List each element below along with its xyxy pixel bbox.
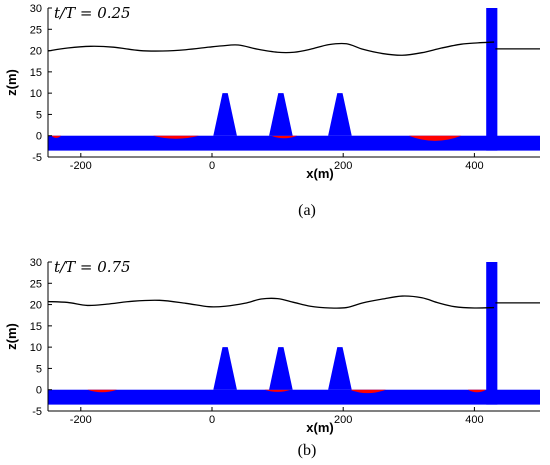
x-tick-label: 0 xyxy=(209,160,215,172)
y-tick-label: 15 xyxy=(30,321,42,333)
y-tick-label: 25 xyxy=(30,24,42,36)
breakwater-1 xyxy=(213,93,237,136)
chart-panel-1: -5 0 5 10 15 20 25 30 -200 0 200 400 x(m) z(m) t/T = 0… xyxy=(4,3,540,219)
y-tick-label: 30 xyxy=(30,3,42,15)
x-tick-label: 200 xyxy=(334,414,352,426)
seabed-block xyxy=(48,389,540,405)
seabed-deformation-4 xyxy=(467,389,487,393)
y-tick-label: -5 xyxy=(32,406,42,418)
x-axis-label: x(m) xyxy=(306,166,333,181)
x-tick-label: -200 xyxy=(70,414,92,426)
seabed-deformation-3 xyxy=(349,389,386,394)
wall xyxy=(486,262,498,405)
x-axis-label: x(m) xyxy=(306,420,333,435)
x-tick-label: -200 xyxy=(70,160,92,172)
y-tick-label: 0 xyxy=(36,131,42,143)
y-tick-label: -5 xyxy=(32,152,42,164)
y-tick-label: 20 xyxy=(30,300,42,312)
y-tick-label: 30 xyxy=(30,257,42,269)
breakwater-1 xyxy=(213,347,237,390)
breakwater-2 xyxy=(269,347,293,390)
y-tick-label: 5 xyxy=(36,109,42,121)
wall xyxy=(486,8,498,151)
panel-caption: (b) xyxy=(298,442,317,459)
y-tick-label: 20 xyxy=(30,46,42,58)
y-tick-label: 10 xyxy=(30,88,42,100)
y-axis-label: z(m) xyxy=(4,69,19,96)
seabed-deformation-2 xyxy=(264,389,291,392)
seabed-deformation-2 xyxy=(152,135,199,139)
free-surface-line xyxy=(47,41,495,56)
seabed-deformation-1 xyxy=(87,389,117,393)
breakwater-3 xyxy=(328,93,352,136)
y-tick-label: 0 xyxy=(36,385,42,397)
x-tick-label: 400 xyxy=(465,414,483,426)
y-tick-label: 10 xyxy=(30,342,42,354)
seabed-block xyxy=(48,135,540,151)
time-annotation: t/T = 0.75 xyxy=(54,258,131,276)
seabed-deformation-3 xyxy=(271,135,298,139)
y-axis-label: z(m) xyxy=(4,323,19,350)
y-tick-label: 25 xyxy=(30,278,42,290)
seabed-deformation-4 xyxy=(408,135,462,141)
panel-caption: (a) xyxy=(298,202,316,219)
x-tick-label: 0 xyxy=(209,414,215,426)
y-tick-label: 5 xyxy=(36,363,42,375)
free-surface-line xyxy=(47,295,495,309)
chart-panel-2: -5 0 5 10 15 20 25 30 -200 0 200 400 x(m) z(m) t/T = 0… xyxy=(4,257,540,459)
x-tick-label: 400 xyxy=(465,160,483,172)
seabed-deformation-1 xyxy=(51,135,62,138)
breakwater-2 xyxy=(269,93,293,136)
breakwater-3 xyxy=(328,347,352,390)
time-annotation: t/T = 0.25 xyxy=(54,4,131,22)
x-tick-label: 200 xyxy=(334,160,352,172)
y-tick-label: 15 xyxy=(30,67,42,79)
